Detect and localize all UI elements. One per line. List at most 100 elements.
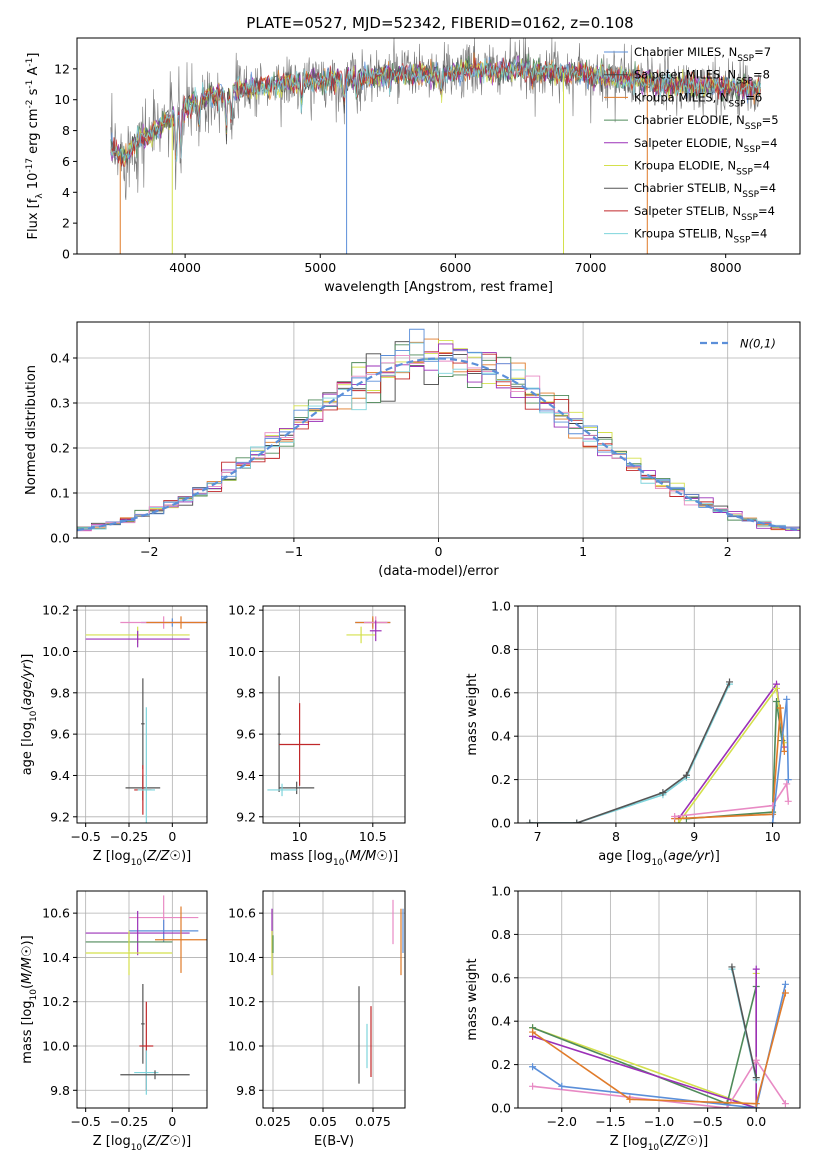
panel-weight_vs_Z: −2.0 −1.5 −1.0 −0.5 0.0 0.0 0.2 0.4 0.6 0.8 1.0 Z [… — [465, 884, 801, 1153]
y-tick-label: 9.2 — [50, 809, 70, 824]
panel-spectrum: 4000 5000 6000 7000 8000 0 2 4 6 8 10 12 wavelength … — [25, 37, 801, 295]
x-tick-label: −0.25 — [110, 829, 148, 844]
y-tick-label: 10.0 — [228, 1039, 256, 1054]
legend-label: Kroupa MILES, NSSP=6 — [634, 90, 762, 109]
legend-label: Kroupa ELODIE, NSSP=4 — [634, 159, 770, 178]
panel-age_vs_Z: −0.5 −0.25 0 9.2 9.4 9.6 9.8 10.0 10.2 Z [log10(Z… — [20, 603, 208, 868]
x-axis-label: E(B-V) — [314, 1134, 354, 1149]
legend-label: Chabrier MILES, NSSP=7 — [634, 45, 771, 64]
data-point-marker — [781, 989, 789, 997]
y-tick-label: 10 — [54, 92, 70, 107]
y-tick-label: 0.2 — [50, 441, 70, 456]
legend-label: Salpeter MILES, NSSP=8 — [634, 68, 770, 87]
x-tick-label: 6000 — [439, 260, 471, 275]
panel-mass_vs_Z: −0.5 −0.25 0 9.8 10.0 10.2 10.4 10.6 Z [log10(Z/… — [20, 890, 208, 1153]
x-tick-label: −0.5 — [70, 829, 100, 844]
y-tick-label: 0.2 — [491, 1057, 511, 1072]
x-tick-label: 0.05 — [309, 1114, 337, 1129]
y-tick-label: 0.0 — [491, 816, 511, 831]
data-point-marker — [752, 1100, 760, 1108]
x-tick-label: 0.075 — [355, 1114, 391, 1129]
x-tick-label: 0.025 — [255, 1114, 291, 1129]
x-tick-label: −2 — [140, 544, 158, 559]
data-point-marker — [728, 963, 736, 971]
data-point-marker — [780, 747, 788, 755]
y-tick-label: 10.2 — [42, 603, 70, 618]
y-tick-label: 12 — [54, 61, 70, 76]
plot-area — [110, 38, 761, 254]
data-point-marker — [682, 771, 690, 779]
y-tick-label: 2 — [62, 216, 70, 231]
mass-weight-line — [529, 681, 731, 823]
data-point-marker — [773, 684, 780, 692]
model-spectrum-line — [110, 58, 761, 162]
y-tick-label: 10.0 — [42, 1039, 70, 1054]
legend-label: Chabrier STELIB, NSSP=4 — [634, 181, 776, 200]
x-axis-label: wavelength [Angstrom, rest frame] — [324, 280, 553, 295]
legend: Chabrier MILES, NSSP=7 Salpeter MILES, NS… — [604, 45, 779, 246]
data-point-marker — [573, 819, 581, 823]
plot-area — [85, 895, 207, 1095]
panel-residuals: −2 −1 0 1 2 0.0 0.1 0.2 0.3 0.4 (data-model)/error… — [24, 321, 801, 579]
x-axis-label: age [log10(age/yr)] — [598, 849, 720, 868]
y-axis-label: age [log10(age/yr)] — [20, 654, 39, 776]
data-point-marker — [752, 1074, 760, 1082]
x-tick-label: −1.5 — [595, 1114, 625, 1129]
y-axis-label: Flux [fλ 10-17 erg cm-2 s-1 A-1] — [25, 53, 45, 240]
x-axis-label: Z [log10(Z/Z☉)] — [93, 1134, 192, 1153]
y-tick-label: 0.8 — [491, 642, 511, 657]
mass-weight-line — [529, 683, 731, 823]
data-point-marker — [529, 1028, 537, 1036]
data-point-marker — [529, 1063, 537, 1071]
x-tick-label: 0 — [435, 544, 443, 559]
y-tick-label: 6 — [62, 154, 70, 169]
data-point-marker — [776, 704, 784, 712]
model-spectrum-line — [110, 57, 761, 167]
data-point-marker — [675, 819, 683, 823]
y-tick-label: 0.6 — [491, 970, 511, 985]
y-tick-label: 0.3 — [50, 396, 70, 411]
x-tick-label: 9 — [690, 829, 698, 844]
y-tick-label: 10.6 — [42, 906, 70, 921]
legend-label: Salpeter STELIB, NSSP=4 — [634, 204, 775, 223]
residual-histogram — [77, 328, 800, 538]
data-point-marker — [773, 697, 780, 705]
data-point-marker — [558, 1082, 566, 1090]
data-point-marker — [752, 965, 760, 973]
mass-weight-line — [674, 707, 786, 820]
mass-weight-line — [686, 701, 783, 820]
data-point-marker — [781, 980, 789, 988]
data-point-marker — [784, 776, 792, 784]
y-tick-label: 9.8 — [236, 1083, 256, 1098]
x-tick-label: 4000 — [169, 260, 201, 275]
data-point-marker — [671, 812, 679, 820]
panel-mass_vs_ebv: 0.025 0.05 0.075 9.8 10.0 10.2 10.4 10.6 E(B-V) — [228, 890, 406, 1149]
y-tick-label: 4 — [62, 185, 70, 200]
y-tick-label: 0.4 — [491, 1014, 511, 1029]
x-tick-label: 10 — [292, 829, 308, 844]
data-point-marker — [723, 1104, 731, 1108]
y-tick-label: 1.0 — [491, 599, 511, 614]
x-tick-label: −1.0 — [644, 1114, 674, 1129]
y-tick-label: 0.4 — [50, 351, 70, 366]
data-point-marker — [752, 1056, 760, 1064]
x-axis-label: Z [log10(Z/Z☉)] — [610, 1134, 709, 1153]
y-tick-label: 10.2 — [42, 994, 70, 1009]
y-tick-label: 10.2 — [228, 994, 256, 1009]
data-point-marker — [783, 695, 791, 703]
plot-area — [526, 678, 792, 823]
data-point-marker — [659, 789, 667, 797]
y-tick-label: 10.6 — [228, 906, 256, 921]
y-tick-label: 9.2 — [236, 809, 256, 824]
data-point-marker — [769, 819, 777, 823]
panel-age_vs_mass: 10 10.5 9.2 9.4 9.6 9.8 10.0 10.2 mass [log10(M/… — [228, 603, 406, 868]
x-tick-label: 1 — [579, 544, 587, 559]
y-tick-label: 0.0 — [50, 531, 70, 546]
plot-area — [77, 328, 800, 538]
y-tick-label: 9.6 — [236, 727, 256, 742]
mass-weight-line — [532, 969, 758, 1108]
y-axis-label: Normed distribution — [24, 365, 39, 495]
x-axis-label: mass [log10(M/M☉)] — [270, 849, 398, 868]
x-tick-label: 8000 — [710, 260, 742, 275]
y-tick-label: 1.0 — [491, 884, 511, 899]
